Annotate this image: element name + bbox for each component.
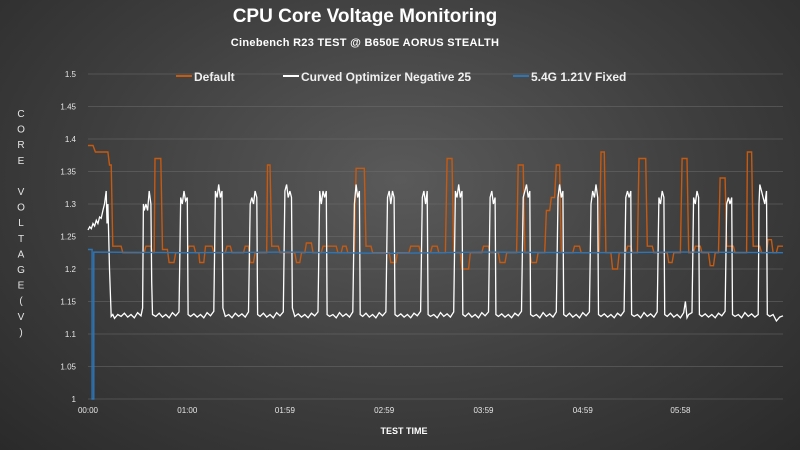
y-axis-title-char: A: [18, 249, 25, 260]
y-axis-title-char: E: [18, 281, 25, 292]
legend-label: Curved Optimizer Negative 25: [301, 70, 471, 84]
y-tick-label: 1: [72, 395, 77, 404]
chart-subtitle: Cinebench R23 TEST @ B650E AORUS STEALTH: [230, 37, 500, 49]
y-tick-label: 1.45: [60, 103, 76, 112]
y-axis-title-char: V: [18, 187, 25, 198]
y-tick-label: 1.4: [65, 135, 77, 144]
y-axis-title-char: E: [18, 156, 25, 167]
y-axis-title-char: (: [19, 296, 23, 307]
y-axis-title-char: L: [18, 218, 24, 229]
y-axis-title-char: V: [18, 312, 25, 323]
y-tick-label: 1.1: [65, 330, 77, 339]
series-line-default: [88, 144, 783, 270]
chart-title: CPU Core Voltage Monitoring: [232, 6, 498, 27]
x-tick-labels: 00:00 01:00 01:59 02:59 03:59 04:59 05:58: [78, 406, 691, 415]
y-axis-title-char: T: [18, 234, 24, 245]
y-tick-label: 1.3: [65, 200, 77, 209]
y-tick-label: 1.2: [65, 265, 77, 274]
y-axis-title-char: ): [19, 327, 22, 338]
y-tick-label: 1.05: [60, 363, 76, 372]
y-tick-labels: 1 1.05 1.1 1.15 1.2 1.25 1.3 1.35 1.4 1.45 1.5: [60, 70, 76, 404]
y-tick-label: 1.5: [65, 70, 77, 79]
legend: Default Curved Optimizer Negative 25 5.4G …: [176, 70, 626, 84]
series-line-curved-optimizer-negative-25: [87, 184, 784, 323]
y-axis-title-char: G: [17, 265, 25, 276]
x-tick-label: 01:00: [177, 406, 198, 415]
x-tick-label: 00:00: [78, 406, 99, 415]
y-tick-label: 1.15: [60, 298, 76, 307]
grid-layer: [88, 73, 783, 400]
series-layer: [87, 144, 784, 400]
y-axis-title-char: C: [17, 109, 24, 120]
x-tick-label: 05:58: [670, 406, 691, 415]
legend-label: Default: [194, 70, 235, 84]
x-tick-label: 02:59: [374, 406, 395, 415]
y-axis-title-char: O: [17, 203, 25, 214]
y-axis-title-char: R: [17, 140, 24, 151]
x-axis-title: TEST TIME: [381, 426, 428, 436]
series-line-5-4g-1-21v-fixed: [88, 248, 784, 400]
x-tick-label: 01:59: [275, 406, 296, 415]
y-tick-label: 1.35: [60, 168, 76, 177]
x-tick-label: 03:59: [473, 406, 494, 415]
x-tick-label: 04:59: [573, 406, 594, 415]
y-tick-label: 1.25: [60, 233, 76, 242]
y-axis-title-char: O: [17, 125, 25, 136]
legend-label: 5.4G 1.21V Fixed: [531, 70, 626, 84]
